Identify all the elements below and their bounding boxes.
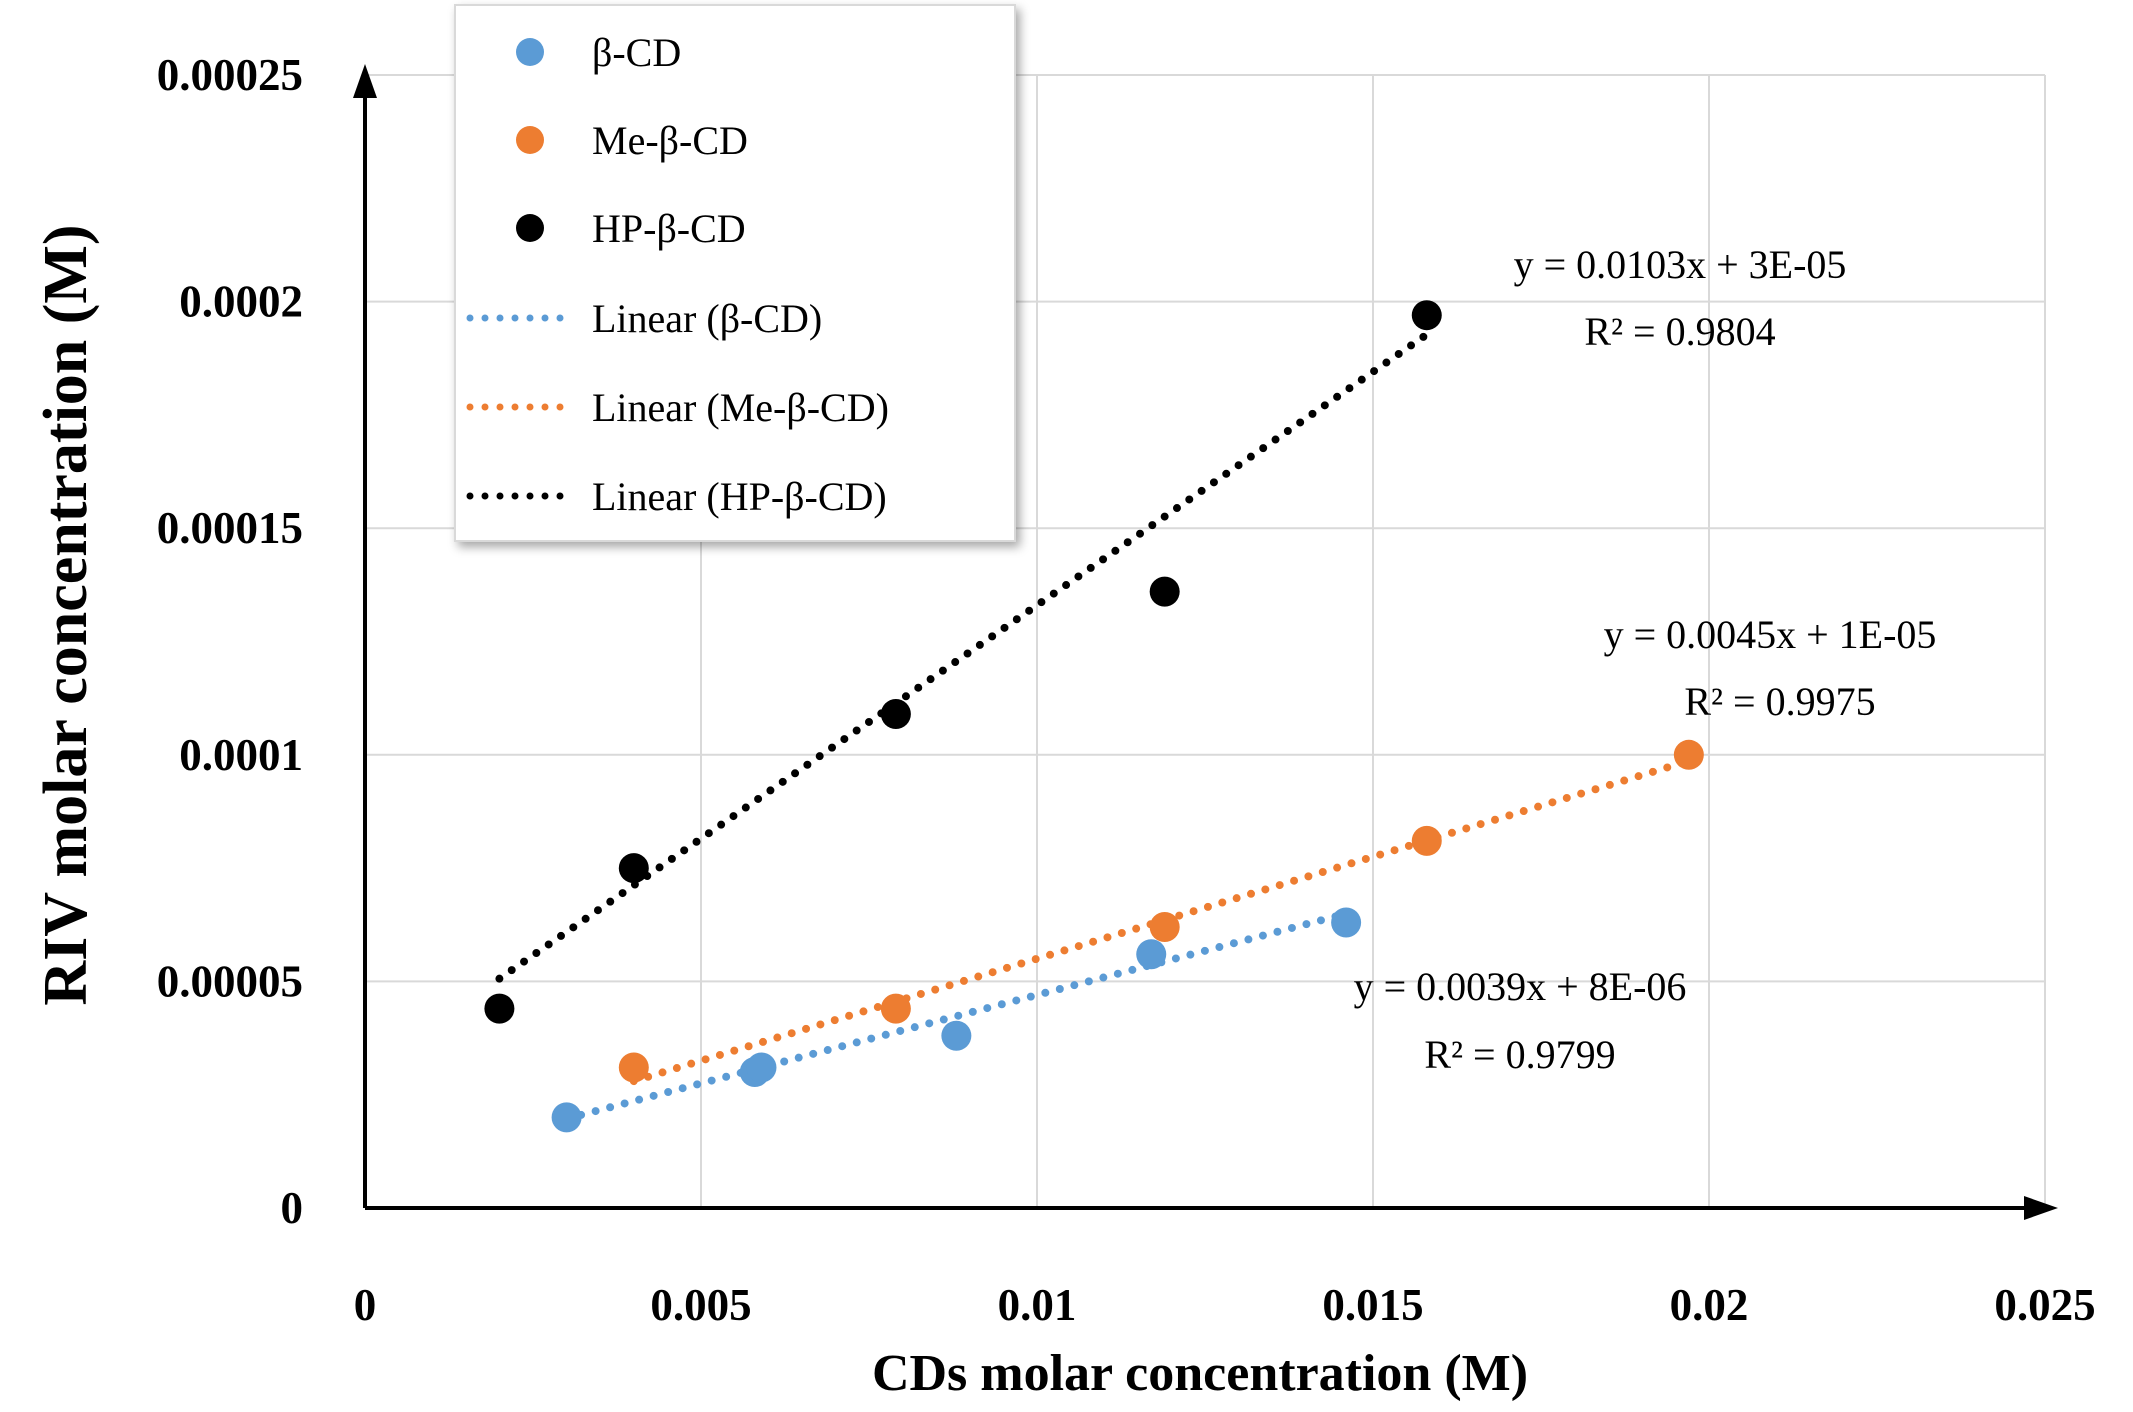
data-point: [1411, 825, 1442, 856]
legend-marker: [516, 214, 544, 242]
data-point: [880, 993, 911, 1024]
trendline-equations: y = 0.0039x + 8E-06 R² = 0.9799 y = 0.0045…: [1354, 242, 1937, 1077]
y-tick-label: 0: [281, 1183, 304, 1233]
x-tick-label: 0.015: [1322, 1280, 1423, 1330]
data-point: [551, 1102, 582, 1133]
data-point: [1331, 907, 1362, 938]
x-tick-label: 0.025: [1994, 1280, 2095, 1330]
legend-label: Linear (HP-β-CD): [592, 474, 887, 519]
x-tick-label: 0.005: [650, 1280, 751, 1330]
x-tick-label: 0: [354, 1280, 377, 1330]
legend-marker: [516, 126, 544, 154]
trendline-equation: y = 0.0103x + 3E-05: [1514, 242, 1847, 287]
data-point: [1136, 939, 1167, 970]
legend-label: Linear (β-CD): [592, 296, 822, 341]
x-tick-label: 0.02: [1670, 1280, 1749, 1330]
data-point: [746, 1052, 777, 1083]
y-axis-title: RIV molar concentration (M): [32, 224, 100, 1005]
data-points: [484, 300, 1704, 1133]
data-point: [1411, 300, 1442, 331]
data-point: [880, 699, 911, 730]
trendline-equation: y = 0.0045x + 1E-05: [1604, 612, 1937, 657]
legend: β-CD Me-β-CD HP-β-CD Linear (β-CD) Linear (M…: [454, 4, 1016, 542]
legend-items: β-CD Me-β-CD HP-β-CD Linear (β-CD) Linear (M…: [466, 30, 889, 519]
x-tick-label: 0.01: [998, 1280, 1077, 1330]
trendline: [562, 909, 1351, 1123]
data-point: [1149, 576, 1180, 607]
tick-labels: 0 0.00005 0.0001 0.00015 0.0002 0.00025 0 0.005…: [157, 50, 2096, 1330]
legend-label: Linear (Me-β-CD): [592, 385, 889, 430]
data-point: [1149, 912, 1180, 943]
y-tick-label: 0.0002: [179, 277, 303, 327]
x-axis-title: CDs molar concentration (M): [872, 1345, 1528, 1402]
r-squared-label: R² = 0.9975: [1684, 679, 1875, 724]
data-point: [618, 1052, 649, 1083]
legend-box: [454, 4, 1016, 542]
trendline-equation: y = 0.0039x + 8E-06: [1354, 964, 1687, 1009]
y-tick-label: 0.00005: [157, 956, 303, 1006]
legend-label: Me-β-CD: [592, 118, 748, 163]
data-point: [484, 993, 515, 1024]
y-tick-label: 0.0001: [179, 730, 303, 780]
y-axis-arrow: [353, 64, 377, 98]
data-point: [941, 1020, 972, 1051]
y-tick-label: 0.00025: [157, 50, 303, 100]
axes: [353, 64, 2058, 1220]
r-squared-label: R² = 0.9804: [1584, 309, 1775, 354]
legend-label: β-CD: [592, 30, 681, 75]
x-axis-arrow: [2024, 1196, 2058, 1220]
r-squared-label: R² = 0.9799: [1424, 1032, 1615, 1077]
legend-marker: [516, 38, 544, 66]
data-point: [618, 853, 649, 884]
data-point: [1673, 739, 1704, 770]
y-tick-label: 0.00015: [157, 503, 303, 553]
legend-label: HP-β-CD: [592, 206, 746, 251]
